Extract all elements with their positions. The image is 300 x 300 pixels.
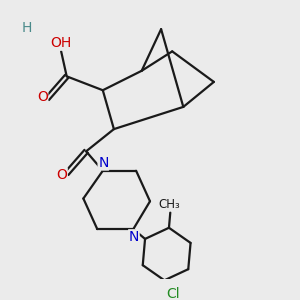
Text: H: H <box>21 21 32 35</box>
Text: N: N <box>98 156 109 170</box>
Text: CH₃: CH₃ <box>158 198 180 211</box>
Text: Cl: Cl <box>166 287 180 300</box>
Text: O: O <box>56 168 67 182</box>
Text: O: O <box>37 90 48 104</box>
Text: OH: OH <box>50 36 72 50</box>
Text: N: N <box>129 230 139 244</box>
